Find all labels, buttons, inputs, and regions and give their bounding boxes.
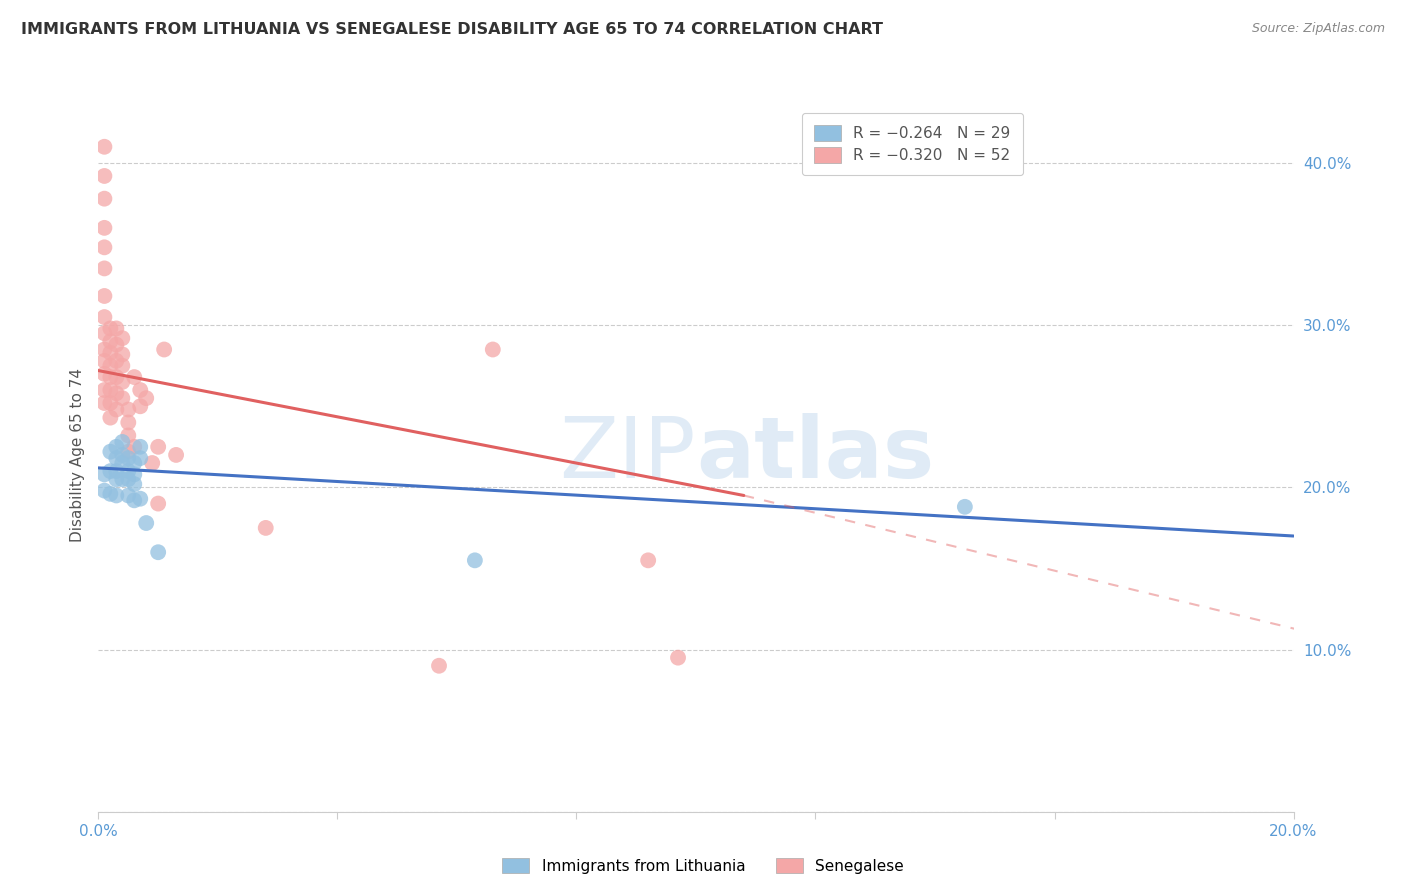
Point <box>93 483 115 498</box>
Point <box>105 337 128 351</box>
Point <box>117 464 139 478</box>
Point <box>98 370 122 384</box>
Point <box>117 428 139 442</box>
Point <box>98 444 122 458</box>
Text: Source: ZipAtlas.com: Source: ZipAtlas.com <box>1251 22 1385 36</box>
Point <box>93 140 115 154</box>
Point <box>666 650 689 665</box>
Point <box>953 500 976 514</box>
Point <box>129 440 152 454</box>
Point <box>93 383 115 397</box>
Point <box>117 488 139 502</box>
Text: IMMIGRANTS FROM LITHUANIA VS SENEGALESE DISABILITY AGE 65 TO 74 CORRELATION CHAR: IMMIGRANTS FROM LITHUANIA VS SENEGALESE … <box>21 22 883 37</box>
Text: ZIP: ZIP <box>560 413 696 497</box>
Point <box>153 343 176 357</box>
Point <box>111 391 134 405</box>
Point <box>105 386 128 401</box>
Point <box>117 451 139 466</box>
Point <box>98 359 122 373</box>
Point <box>105 451 128 466</box>
Point <box>105 370 128 384</box>
Point <box>129 491 152 506</box>
Point <box>98 410 122 425</box>
Point <box>93 396 115 410</box>
Point <box>117 402 139 417</box>
Point <box>98 334 122 349</box>
Point <box>93 240 115 254</box>
Point <box>111 375 134 389</box>
Point <box>111 347 134 361</box>
Point <box>148 440 170 454</box>
Point <box>105 321 128 335</box>
Point <box>93 289 115 303</box>
Point <box>93 261 115 276</box>
Point <box>105 354 128 368</box>
Point <box>117 444 139 458</box>
Point <box>105 488 128 502</box>
Point <box>117 472 139 486</box>
Point <box>124 370 146 384</box>
Point <box>124 467 146 482</box>
Point <box>141 456 163 470</box>
Point <box>93 192 115 206</box>
Point <box>98 396 122 410</box>
Point <box>129 383 152 397</box>
Point <box>124 456 146 470</box>
Point <box>93 310 115 324</box>
Point <box>93 367 115 381</box>
Point <box>148 545 170 559</box>
Point <box>124 493 146 508</box>
Point <box>427 658 450 673</box>
Point <box>93 326 115 341</box>
Point <box>165 448 187 462</box>
Point <box>111 456 134 470</box>
Point <box>98 321 122 335</box>
Point <box>129 451 152 466</box>
Point <box>111 448 134 462</box>
Point <box>98 345 122 359</box>
Point <box>637 553 659 567</box>
Point <box>482 343 505 357</box>
Point <box>93 467 115 482</box>
Point <box>105 440 128 454</box>
Point <box>98 487 122 501</box>
Point <box>254 521 277 535</box>
Point <box>124 440 146 454</box>
Point <box>98 464 122 478</box>
Point <box>105 472 128 486</box>
Point <box>93 343 115 357</box>
Text: atlas: atlas <box>696 413 934 497</box>
Point <box>105 464 128 478</box>
Point <box>129 399 152 413</box>
Point <box>117 416 139 430</box>
Y-axis label: Disability Age 65 to 74: Disability Age 65 to 74 <box>69 368 84 542</box>
Point <box>93 354 115 368</box>
Point <box>148 497 170 511</box>
Point <box>111 331 134 345</box>
Point <box>111 359 134 373</box>
Point <box>135 391 157 405</box>
Point <box>111 434 134 449</box>
Point <box>93 220 115 235</box>
Point <box>135 516 157 530</box>
Legend: Immigrants from Lithuania, Senegalese: Immigrants from Lithuania, Senegalese <box>496 852 910 880</box>
Point <box>98 383 122 397</box>
Point <box>464 553 486 567</box>
Point <box>124 477 146 491</box>
Point <box>105 402 128 417</box>
Point <box>111 472 134 486</box>
Point <box>93 169 115 183</box>
Legend: R = −0.264   N = 29, R = −0.320   N = 52: R = −0.264 N = 29, R = −0.320 N = 52 <box>801 113 1024 176</box>
